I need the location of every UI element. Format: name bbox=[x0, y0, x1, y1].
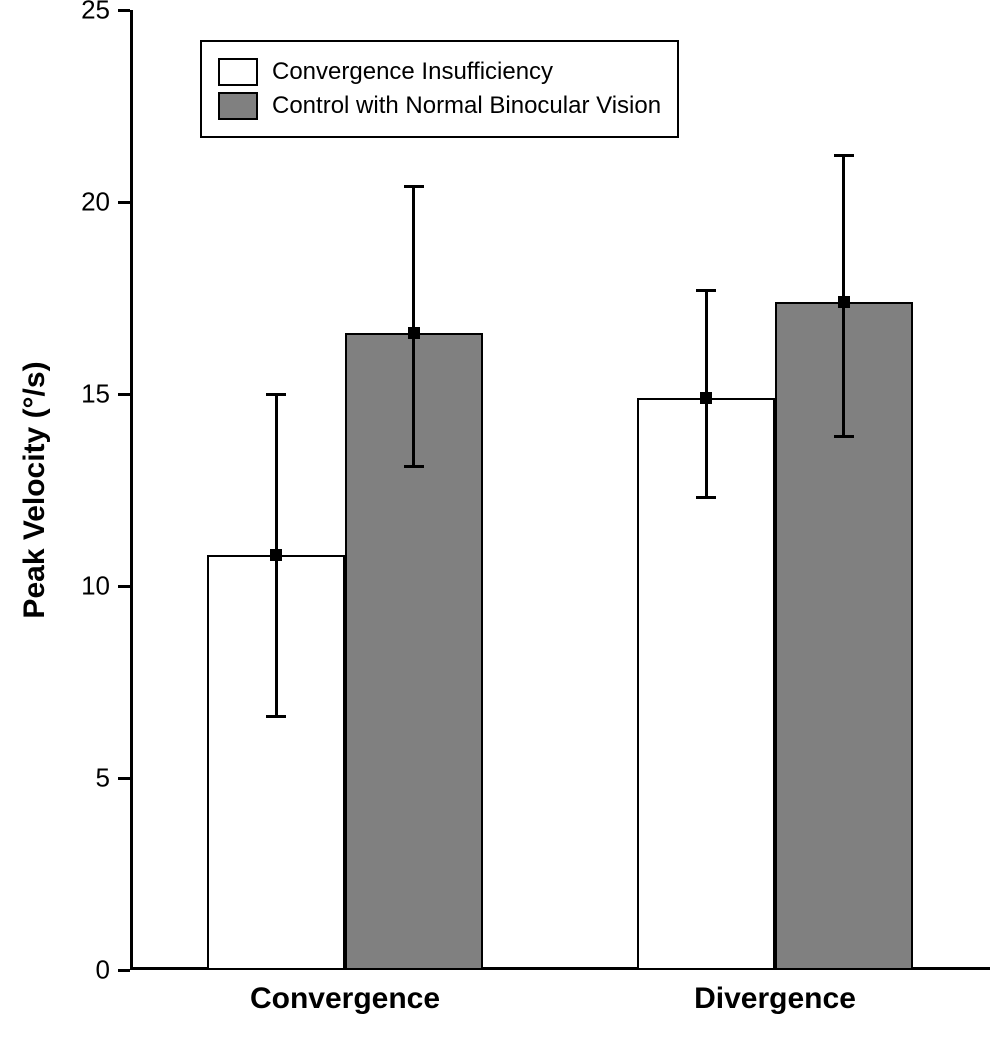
error-bar-cap bbox=[266, 393, 286, 396]
xtick-label: Divergence bbox=[694, 982, 856, 1016]
error-bar-marker bbox=[700, 392, 712, 404]
legend-item-control: Control with Normal Binocular Vision bbox=[218, 92, 661, 120]
error-bar-cap bbox=[266, 715, 286, 718]
legend-swatch-control bbox=[218, 92, 258, 120]
ytick-mark bbox=[118, 393, 130, 396]
ytick-mark bbox=[118, 201, 130, 204]
ytick-mark bbox=[118, 9, 130, 12]
ytick-mark bbox=[118, 585, 130, 588]
error-bar-marker bbox=[408, 327, 420, 339]
ytick-label: 0 bbox=[0, 955, 110, 986]
legend: Convergence Insufficiency Control with N… bbox=[200, 40, 679, 138]
legend-swatch-ci bbox=[218, 58, 258, 86]
xtick-label: Convergence bbox=[250, 982, 440, 1016]
error-bar-marker bbox=[838, 296, 850, 308]
error-bar-cap bbox=[834, 435, 854, 438]
error-bar-cap bbox=[696, 496, 716, 499]
ytick-label: 15 bbox=[0, 379, 110, 410]
error-bar-marker bbox=[270, 549, 282, 561]
ytick-mark bbox=[118, 969, 130, 972]
ytick-label: 25 bbox=[0, 0, 110, 26]
error-bar-cap bbox=[404, 465, 424, 468]
ytick-label: 10 bbox=[0, 571, 110, 602]
ytick-mark bbox=[118, 777, 130, 780]
peak-velocity-chart: Peak Velocity (°/s) Convergence Insuffic… bbox=[0, 0, 1005, 1050]
legend-item-ci: Convergence Insufficiency bbox=[218, 58, 661, 86]
ytick-label: 5 bbox=[0, 763, 110, 794]
error-bar-cap bbox=[404, 185, 424, 188]
ytick-label: 20 bbox=[0, 187, 110, 218]
legend-label-ci: Convergence Insufficiency bbox=[272, 58, 553, 86]
error-bar-cap bbox=[834, 154, 854, 157]
error-bar-cap bbox=[696, 289, 716, 292]
legend-label-control: Control with Normal Binocular Vision bbox=[272, 92, 661, 120]
